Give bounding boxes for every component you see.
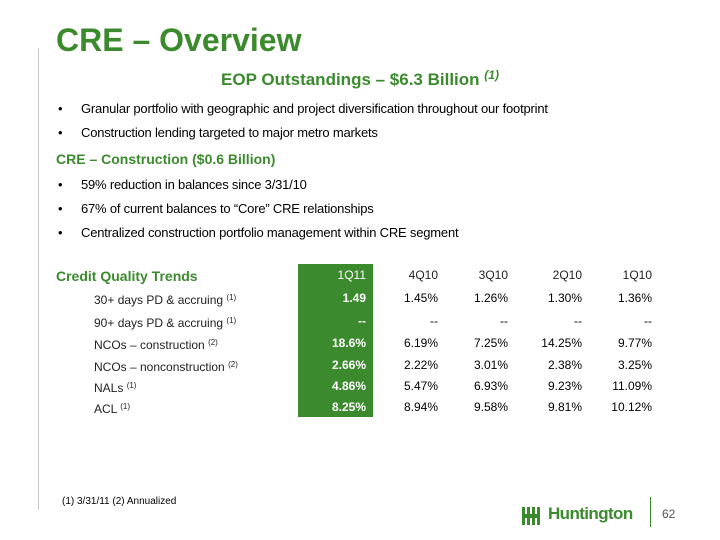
column-header: 2Q10 [552, 268, 582, 282]
row-label-text: NCOs – nonconstruction [94, 360, 225, 374]
table-cell: 9.23% [547, 379, 582, 393]
bullet-text: 67% of current balances to “Core” CRE re… [81, 201, 374, 216]
table-row: NCOs – construction (2) 18.6% 6.19% 7.25… [0, 332, 720, 354]
table-cell: -- [644, 314, 652, 328]
page-title: CRE – Overview [56, 22, 302, 58]
row-label: 30+ days PD & accruing (1) [94, 287, 236, 311]
table-cell: 8.25% [331, 400, 366, 414]
table-cell: 2.38% [547, 358, 582, 372]
bullet-list-overview: • Granular portfolio with geographic and … [56, 99, 548, 147]
table-cell: 1.49 [342, 291, 366, 305]
table-cell: 9.58% [473, 400, 508, 414]
table-cell: 4.86% [331, 379, 366, 393]
highlight-column [298, 264, 373, 417]
subtitle-text: EOP Outstandings – $6.3 Billion [221, 70, 480, 89]
row-label: NCOs – nonconstruction (2) [94, 354, 238, 378]
table-row: NCOs – nonconstruction (2) 2.66% 2.22% 3… [0, 354, 720, 376]
row-label-text: 90+ days PD & accruing [94, 316, 224, 330]
table-cell: 1.26% [473, 291, 508, 305]
footnote: (1) 3/31/11 (2) Annualized [62, 496, 177, 507]
table-cell: 14.25% [541, 336, 582, 350]
credit-quality-heading: Credit Quality Trends [56, 268, 198, 284]
table-cell: -- [500, 314, 508, 328]
bullet-item: • 59% reduction in balances since 3/31/10 [56, 175, 458, 199]
row-label-note: (2) [228, 360, 238, 369]
bullet-icon: • [58, 201, 63, 216]
table-cell: 7.25% [473, 336, 508, 350]
bullet-item: • Centralized construction portfolio mana… [56, 223, 459, 247]
bullet-icon: • [58, 125, 63, 140]
row-label-note: (1) [226, 293, 237, 302]
table-cell: 6.19% [403, 336, 438, 350]
table-cell: 6.93% [473, 379, 508, 393]
bullet-item: • Granular portfolio with geographic and … [56, 99, 548, 123]
table-cell: 5.47% [403, 379, 438, 393]
subtitle-note: (1) [484, 68, 499, 82]
bullet-text: Construction lending targeted to major m… [81, 125, 378, 140]
table-cell: 11.09% [612, 379, 652, 393]
frame-line [38, 48, 39, 510]
row-label-text: NALs [94, 381, 124, 395]
column-header: 4Q10 [408, 268, 438, 282]
bullet-text: Centralized construction portfolio manag… [81, 225, 459, 240]
table-header-row: 1Q11 4Q10 3Q10 2Q10 1Q10 [0, 264, 720, 286]
row-label: NCOs – construction (2) [94, 332, 218, 356]
logo-text: Huntington [548, 504, 633, 523]
bullet-text: 59% reduction in balances since 3/31/10 [81, 177, 307, 192]
bullet-icon: • [58, 177, 63, 192]
table-cell: 9.77% [617, 336, 652, 350]
table-cell: -- [430, 314, 438, 328]
row-label-text: NCOs – construction [94, 338, 205, 352]
table-cell: 1.30% [547, 291, 582, 305]
row-label: NALs (1) [94, 375, 136, 399]
table-cell: -- [574, 314, 582, 328]
table-cell: -- [358, 314, 366, 328]
column-header: 1Q11 [337, 268, 366, 282]
logo-divider [650, 497, 651, 527]
row-label-note: (1) [120, 402, 131, 411]
table-cell: 3.01% [473, 358, 508, 372]
subtitle: EOP Outstandings – $6.3 Billion (1) [0, 68, 720, 90]
bullet-item: • Construction lending targeted to major … [56, 123, 548, 147]
column-header: 3Q10 [478, 268, 508, 282]
bullet-item: • 67% of current balances to “Core” CRE r… [56, 199, 458, 223]
table-cell: 10.12% [611, 400, 652, 414]
bullet-list-construction: • 59% reduction in balances since 3/31/10… [56, 175, 459, 247]
table-cell: 2.22% [403, 358, 438, 372]
bullet-icon: • [58, 101, 63, 116]
table-cell: 2.66% [331, 358, 366, 372]
table-cell: 1.36% [617, 291, 652, 305]
table-cell: 3.25% [617, 358, 652, 372]
row-label-text: 30+ days PD & accruing [94, 293, 224, 307]
row-label: 90+ days PD & accruing (1) [94, 310, 236, 334]
row-label-note: (1) [226, 316, 237, 325]
column-header: 1Q10 [622, 268, 652, 282]
section-heading-construction: CRE – Construction ($0.6 Billion) [56, 151, 276, 167]
row-label: ACL (1) [94, 396, 130, 420]
row-label-note: (2) [208, 338, 218, 347]
table-cell: 1.45% [403, 291, 438, 305]
table-cell: 18.6% [331, 336, 366, 350]
bullet-icon: • [58, 225, 63, 240]
table-cell: 9.81% [547, 400, 582, 414]
table-row: ACL (1) 8.25% 8.94% 9.58% 9.81% 10.12% [0, 396, 720, 418]
row-label-text: ACL [94, 402, 117, 416]
page-number: 62 [662, 507, 676, 521]
table-row: 30+ days PD & accruing (1) 1.49 1.45% 1.… [0, 287, 720, 309]
table-row: NALs (1) 4.86% 5.47% 6.93% 9.23% 11.09% [0, 375, 720, 397]
row-label-note: (1) [126, 381, 137, 390]
bullet-text: Granular portfolio with geographic and p… [81, 101, 548, 116]
table-cell: 8.94% [403, 400, 438, 414]
huntington-logo-icon [522, 507, 540, 525]
table-row: 90+ days PD & accruing (1) -- -- -- -- -… [0, 310, 720, 332]
